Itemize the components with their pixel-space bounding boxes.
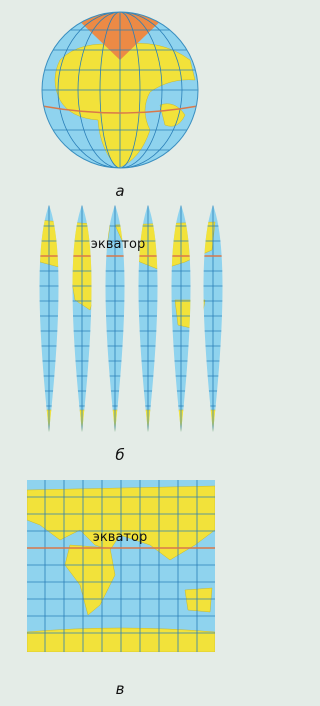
equator-label: экватор: [93, 530, 147, 545]
label-a: а: [115, 182, 124, 200]
label-b: б: [115, 446, 124, 464]
label-v: в: [116, 680, 125, 698]
rect-map: [27, 480, 215, 652]
globe: [40, 12, 200, 168]
illustration: а экватор б: [0, 0, 241, 706]
page: а экватор б: [0, 0, 241, 706]
equator-label: экватор: [91, 237, 145, 252]
